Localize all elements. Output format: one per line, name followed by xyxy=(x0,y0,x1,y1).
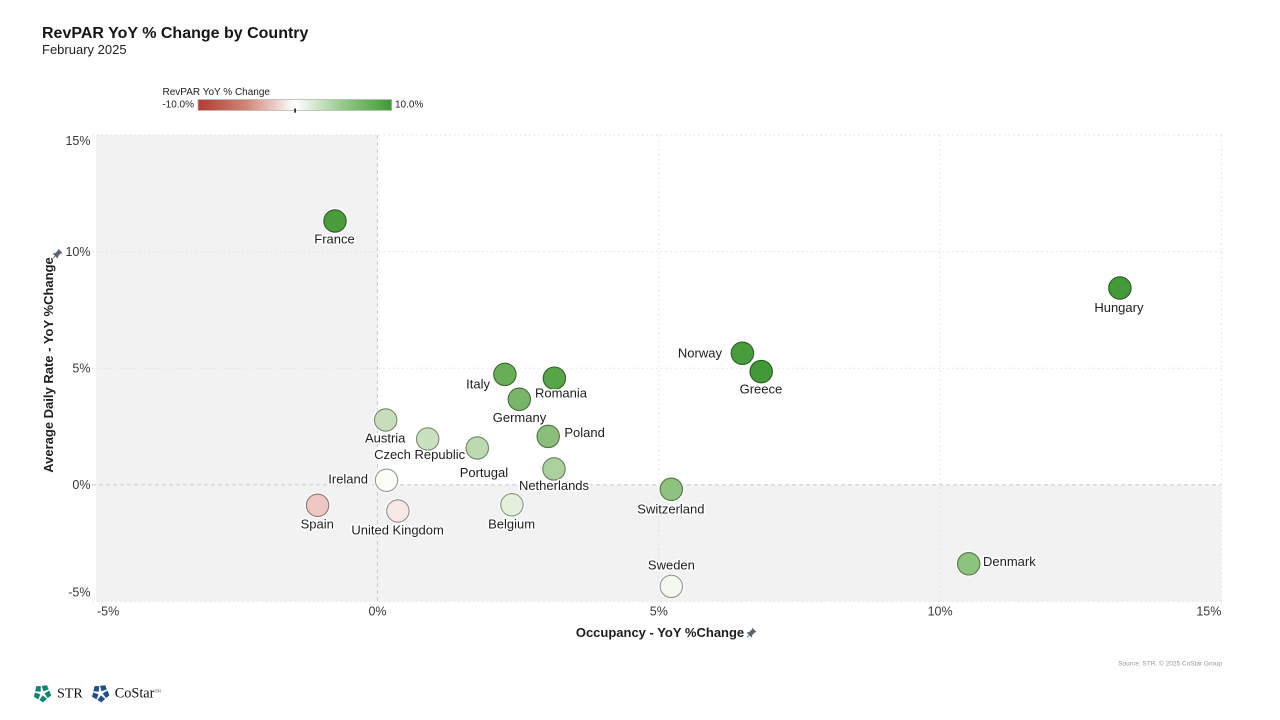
svg-text:Norway: Norway xyxy=(678,346,723,361)
svg-text:Greece: Greece xyxy=(740,382,783,397)
svg-text:5%: 5% xyxy=(72,362,90,376)
svg-text:Austria: Austria xyxy=(365,431,406,446)
svg-text:Czech Republic: Czech Republic xyxy=(374,447,466,462)
svg-text:Hungary: Hungary xyxy=(1094,300,1144,315)
svg-text:-5%: -5% xyxy=(68,586,90,600)
svg-text:Portugal: Portugal xyxy=(460,465,509,480)
svg-text:RevPAR YoY % Change by Country: RevPAR YoY % Change by Country xyxy=(42,25,309,42)
svg-text:5%: 5% xyxy=(650,605,668,619)
svg-text:Romania: Romania xyxy=(535,386,588,401)
svg-text:Switzerland: Switzerland xyxy=(637,502,704,517)
svg-text:Ireland: Ireland xyxy=(328,472,368,487)
svg-text:Italy: Italy xyxy=(466,377,490,392)
svg-text:RevPAR YoY % Change: RevPAR YoY % Change xyxy=(163,87,271,98)
svg-text:France: France xyxy=(314,232,354,247)
svg-text:STR: STR xyxy=(57,687,83,702)
svg-text:Poland: Poland xyxy=(564,425,604,440)
svg-text:-5%: -5% xyxy=(97,605,119,619)
svg-text:15%: 15% xyxy=(1196,605,1221,619)
svg-text:Belgium: Belgium xyxy=(488,517,535,532)
svg-text:February 2025: February 2025 xyxy=(42,42,127,57)
svg-text:10%: 10% xyxy=(928,605,953,619)
svg-text:0%: 0% xyxy=(72,478,90,492)
svg-text:TM: TM xyxy=(155,689,161,694)
svg-text:Germany: Germany xyxy=(493,410,547,425)
svg-text:10%: 10% xyxy=(65,245,90,259)
svg-text:10.0%: 10.0% xyxy=(395,100,423,111)
svg-text:-10.0%: -10.0% xyxy=(162,100,194,111)
svg-text:Denmark: Denmark xyxy=(983,554,1036,569)
svg-text:United Kingdom: United Kingdom xyxy=(351,523,444,538)
svg-text:Netherlands: Netherlands xyxy=(519,478,590,493)
svg-text:Spain: Spain xyxy=(301,517,334,532)
svg-text:Occupancy - YoY %Change: Occupancy - YoY %Change xyxy=(576,625,744,640)
svg-text:Average Daily Rate - YoY %Chan: Average Daily Rate - YoY %Change xyxy=(41,257,56,473)
svg-text:15%: 15% xyxy=(65,134,90,148)
svg-text:CoStar: CoStar xyxy=(115,686,155,702)
svg-text:Source: STR. © 2025 CoStar Gro: Source: STR. © 2025 CoStar Group xyxy=(1118,660,1222,668)
svg-text:Sweden: Sweden xyxy=(648,558,695,573)
svg-text:0%: 0% xyxy=(368,605,386,619)
